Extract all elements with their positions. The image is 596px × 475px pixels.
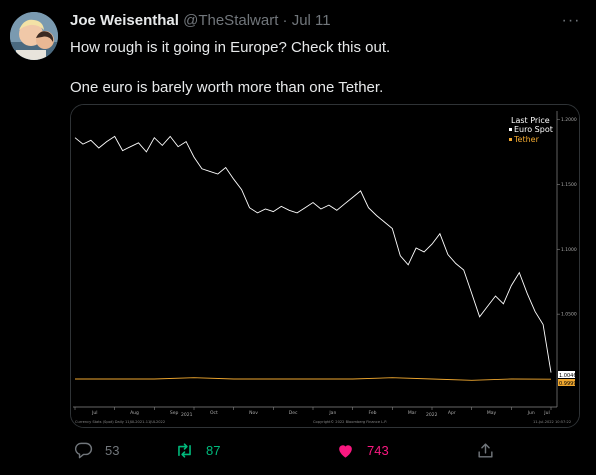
x-tick-label: Jul <box>543 410 549 416</box>
tweet-date[interactable]: Jul 11 <box>291 12 331 29</box>
tether-last-value: 0.9999 <box>559 381 577 387</box>
legend-swatch-tether <box>509 138 512 141</box>
euro-last-value: 1.0046 <box>559 373 577 379</box>
like-button[interactable]: 743 <box>336 438 389 462</box>
avatar[interactable] <box>10 12 58 60</box>
share-button[interactable] <box>476 438 507 462</box>
x-tick-label: Sep <box>170 410 179 416</box>
x-tick-label: Nov <box>249 410 258 416</box>
legend-item-tether: Tether <box>513 135 540 144</box>
y-tick-label: 1.1500 <box>561 182 577 188</box>
separator-dot: · <box>282 12 288 29</box>
tweet-header: Joe Weisenthal @TheStalwart · Jul 11 <box>70 12 331 29</box>
more-options-icon[interactable]: ··· <box>561 12 581 29</box>
year-label-2022: 2022 <box>426 412 438 418</box>
series-line-euro-spot <box>74 135 552 373</box>
x-tick-label: Mar <box>408 410 417 416</box>
retweet-icon <box>178 442 191 458</box>
reply-count: 53 <box>105 442 120 458</box>
chart-footer-right: 11-Jul-2022 10:57:22 <box>533 420 571 424</box>
retweet-button[interactable]: 87 <box>175 438 220 462</box>
retweet-count: 87 <box>206 442 221 458</box>
last-value-labels: 1.0046 0.9999 <box>558 371 577 387</box>
x-tick-label: Jul <box>91 410 97 416</box>
x-tick-label: Feb <box>369 410 377 416</box>
tether-last-badge <box>558 379 575 386</box>
series-line-tether <box>75 377 552 381</box>
tweet-text-line: How rough is it going in Europe? Check t… <box>70 39 391 56</box>
x-tick-label: May <box>487 410 497 416</box>
chart-background <box>71 105 579 427</box>
y-tick-label: 1.0500 <box>561 312 577 318</box>
x-tick-label: Apr <box>448 410 456 416</box>
tweet-media-chart[interactable]: 1.2000 1.1500 1.1000 1.0500 Jul Aug Sep Oct Nov… <box>70 104 580 428</box>
tweet-text-line: One euro is barely worth more than one T… <box>70 79 384 96</box>
legend-title: Last Price <box>511 116 550 125</box>
display-name[interactable]: Joe Weisenthal <box>70 12 179 29</box>
heart-icon <box>339 444 352 458</box>
y-tick-label: 1.1000 <box>561 247 577 253</box>
euro-last-badge <box>558 371 575 378</box>
tweet-actions: 53 87 743 <box>70 438 580 462</box>
x-tick-label: Aug <box>130 410 139 416</box>
legend-swatch-euro <box>509 128 512 131</box>
share-icon <box>478 442 493 458</box>
x-tick-label: Jun <box>527 410 535 416</box>
user-handle[interactable]: @TheStalwart <box>183 12 279 29</box>
like-count: 743 <box>367 442 389 458</box>
legend: Last Price Euro Spot Tether <box>509 116 553 144</box>
reply-icon <box>74 442 93 458</box>
chart-footer-left: Currency Stats (Spot) Daily 11JUL2021-11… <box>75 420 165 424</box>
chart-footer-center: Copyright© 2022 Bloomberg Finance L.P. <box>313 420 387 424</box>
reply-button[interactable]: 53 <box>74 438 119 462</box>
y-tick-label: 1.2000 <box>561 117 577 123</box>
x-tick-label: Oct <box>210 410 218 416</box>
tweet-text: How rough is it going in Europe? Check t… <box>70 38 580 98</box>
x-tick-label: Dec <box>289 410 298 416</box>
year-label-2021: 2021 <box>181 412 193 418</box>
legend-item-euro: Euro Spot <box>514 125 553 134</box>
x-tick-label: Jan <box>328 410 336 416</box>
